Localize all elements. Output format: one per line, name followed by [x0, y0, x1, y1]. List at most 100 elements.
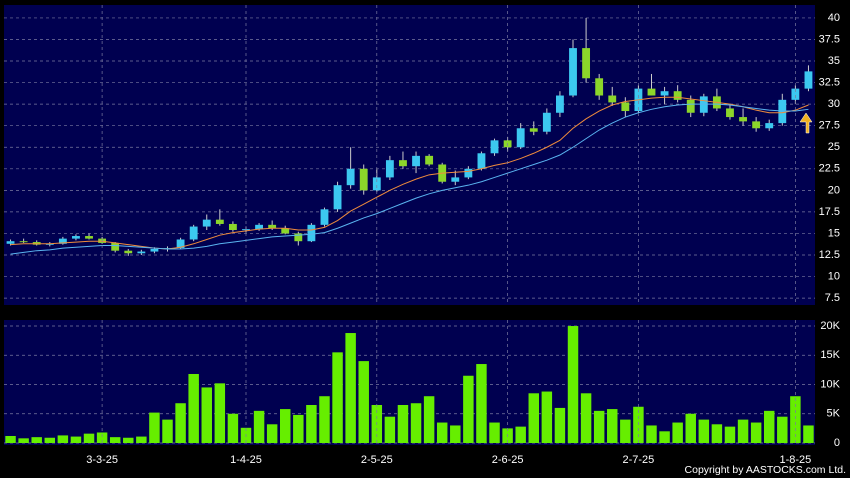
volume-bar	[149, 412, 160, 444]
volume-bar	[698, 419, 710, 444]
candle-body	[202, 219, 211, 227]
candle-body	[281, 228, 290, 234]
candle-body	[72, 236, 80, 239]
candle-body	[137, 251, 146, 254]
volume-bar	[463, 375, 474, 444]
y-tick-label: 10K	[820, 378, 840, 390]
y-tick-label: 15	[828, 227, 840, 239]
candle-body	[595, 78, 604, 96]
candle-body	[726, 108, 734, 118]
candle-body	[19, 241, 28, 243]
volume-bar	[620, 419, 631, 444]
volume-bar	[253, 410, 265, 444]
volume-bar	[345, 333, 356, 444]
candle-body	[490, 140, 499, 154]
volume-bar	[777, 416, 788, 444]
y-tick-label: 30	[828, 98, 840, 110]
candle-body	[686, 99, 695, 113]
volume-bar	[306, 404, 317, 444]
volume-bar	[489, 422, 500, 444]
x-tick-label: 1-4-25	[230, 454, 262, 466]
y-tick-label: 40	[828, 12, 840, 24]
candle-body	[464, 168, 473, 178]
price-panel	[4, 5, 815, 305]
candle-body	[569, 48, 577, 96]
candle-body	[556, 95, 564, 113]
candle-body	[582, 48, 591, 79]
candle-body	[516, 128, 525, 148]
candle-body	[529, 128, 538, 132]
volume-bar	[57, 435, 69, 444]
candle-body	[58, 238, 67, 244]
y-tick-label: 35	[828, 55, 840, 67]
candle-body	[189, 226, 198, 240]
volume-bar	[515, 426, 526, 444]
volume-bar	[580, 393, 592, 444]
x-tick-label: 3-3-25	[86, 454, 118, 466]
arrow-icon	[799, 112, 813, 134]
volume-bar	[646, 425, 657, 444]
candle-body	[228, 223, 237, 230]
volume-bar	[724, 426, 736, 444]
y-tick-label: 27.5	[819, 120, 840, 132]
volume-bar	[358, 361, 369, 444]
candle-body	[255, 224, 263, 230]
volume-bar	[384, 416, 396, 444]
y-tick-label: 25	[828, 141, 840, 153]
candle-body	[608, 95, 617, 103]
volume-bar	[332, 352, 343, 444]
candle-body	[739, 117, 747, 122]
volume-bar	[293, 414, 304, 444]
y-tick-label: 32.5	[819, 76, 840, 88]
volume-bar	[607, 409, 618, 444]
volume-bar	[44, 437, 56, 444]
volume-bar	[554, 407, 566, 444]
volume-bar	[136, 436, 147, 444]
moving-average-line	[10, 96, 809, 250]
volume-bar	[567, 326, 579, 444]
volume-bar	[541, 391, 553, 444]
candle-body	[385, 160, 394, 178]
volume-bar	[319, 396, 330, 444]
x-tick-label: 2-7-25	[623, 454, 655, 466]
candle-body	[412, 155, 420, 167]
volume-bar	[659, 431, 670, 444]
volume-bar	[450, 425, 461, 444]
volume-bar	[803, 425, 814, 444]
volume-bar	[685, 413, 696, 444]
candle-body	[111, 242, 120, 251]
x-tick-label: 2-6-25	[492, 454, 524, 466]
volume-bar	[201, 387, 212, 444]
volume-bar	[711, 424, 723, 444]
volume-bar	[83, 433, 95, 444]
candle-body	[477, 153, 486, 169]
volume-bar	[214, 383, 226, 444]
candle-body	[333, 185, 342, 210]
volume-bar	[109, 437, 121, 444]
candle-body	[425, 155, 434, 165]
candle-body	[621, 102, 630, 112]
candle-body	[647, 88, 656, 96]
volume-bar	[790, 396, 801, 444]
candle-body	[359, 168, 368, 191]
volume-bar	[188, 373, 199, 444]
volume-bar	[410, 403, 422, 444]
x-tick-label: 2-5-25	[361, 454, 393, 466]
candle-body	[660, 91, 669, 96]
candle-body	[804, 71, 813, 89]
volume-bar	[18, 438, 29, 444]
volume-bar	[266, 424, 278, 444]
y-tick-label: 22.5	[819, 163, 840, 175]
candle-body	[124, 250, 133, 254]
candle-body	[791, 88, 800, 100]
volume-bar	[763, 410, 775, 444]
volume-bar	[476, 364, 487, 444]
candle-body	[307, 224, 316, 242]
candle-body	[268, 224, 277, 229]
y-tick-label: 15K	[820, 349, 840, 361]
candle-body	[85, 236, 93, 239]
y-tick-label: 7.5	[825, 292, 840, 304]
y-tick-label: 20K	[820, 320, 840, 332]
volume-bar	[123, 437, 134, 444]
